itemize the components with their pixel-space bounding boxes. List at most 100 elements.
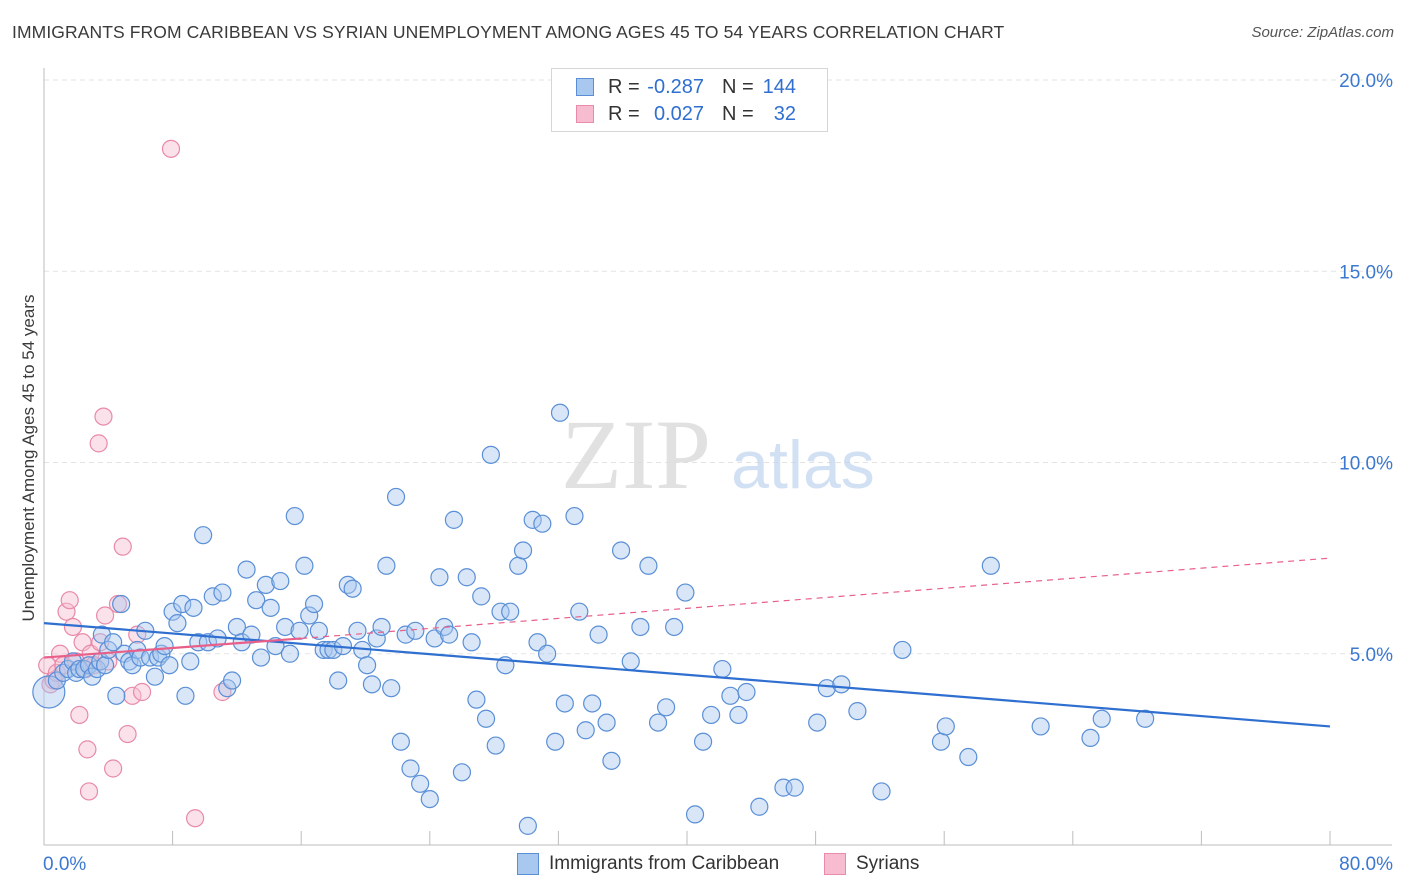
caribbean-point — [145, 667, 165, 686]
caribbean-point — [893, 640, 912, 660]
caribbean-point — [285, 506, 304, 526]
x-tick-label: 80.0% — [1339, 854, 1393, 875]
caribbean-point — [107, 686, 126, 705]
syrians-trend-line — [43, 637, 302, 659]
n-label: N = — [722, 102, 754, 125]
caribbean-point — [737, 682, 756, 702]
y-tick-label: 10.0% — [1339, 454, 1393, 475]
syrians-point — [104, 759, 123, 778]
caribbean-point — [452, 763, 472, 782]
caribbean-point — [343, 579, 362, 598]
caribbean-point — [309, 621, 328, 640]
caribbean-point — [290, 621, 309, 640]
syrians-swatch — [576, 105, 594, 123]
caribbean-point — [555, 694, 574, 713]
caribbean-point — [785, 778, 804, 797]
caribbean-point — [621, 652, 640, 671]
caribbean-point — [665, 617, 684, 637]
n-value-syrians: 32 — [773, 102, 796, 125]
caribbean-point — [95, 656, 115, 675]
y-tick-label: 20.0% — [1339, 71, 1393, 92]
syrians-point — [94, 407, 113, 426]
caribbean-point — [420, 789, 439, 809]
tick-labels: 5.0% 10.0% 15.0% 20.0% 0.0% 80.0% — [43, 71, 1393, 875]
caribbean-point — [476, 709, 496, 728]
caribbean-point — [367, 629, 386, 648]
syrians-point — [60, 591, 79, 610]
caribbean-swatch — [576, 78, 594, 96]
caribbean-point — [391, 732, 410, 751]
r-value-syrians: 0.027 — [653, 102, 704, 125]
caribbean-point — [176, 686, 195, 705]
syrians-point — [70, 705, 89, 725]
caribbean-point — [462, 633, 481, 652]
caribbean-point — [481, 445, 500, 464]
syrians-point — [118, 724, 137, 744]
caribbean-point — [639, 556, 658, 575]
caribbean-point — [295, 556, 314, 575]
caribbean-point — [406, 621, 425, 640]
caribbean-point — [247, 591, 266, 610]
caribbean-point — [713, 659, 732, 679]
source-label: Source: ZipAtlas.com — [1251, 24, 1394, 41]
chart-title: IMMIGRANTS FROM CARIBBEAN VS SYRIAN UNEM… — [12, 22, 1005, 42]
caribbean-point — [280, 644, 300, 663]
caribbean-point — [372, 617, 391, 637]
x-tick-label: 0.0% — [43, 854, 86, 875]
caribbean-point — [222, 671, 242, 690]
caribbean-point — [518, 816, 537, 835]
syrians-point — [123, 686, 142, 705]
caribbean-point — [509, 556, 528, 575]
caribbean-point — [173, 594, 192, 614]
caribbean-point — [602, 751, 621, 770]
caribbean-point — [936, 717, 955, 736]
caribbean-point — [832, 675, 851, 694]
caribbean-trend-line — [43, 622, 1331, 728]
caribbean-point — [358, 656, 377, 675]
caribbean-point — [808, 713, 827, 732]
caribbean-point — [276, 617, 295, 637]
caribbean-point — [570, 602, 589, 621]
syrians-trend-extension — [301, 557, 1331, 640]
n-label: N = — [722, 75, 754, 98]
caribbean-point — [648, 713, 668, 732]
caribbean-points — [32, 403, 1155, 835]
syrians-points — [38, 139, 232, 828]
y-tick-label: 15.0% — [1339, 262, 1393, 283]
caribbean-point — [872, 782, 891, 801]
caribbean-point — [401, 759, 420, 778]
watermark: ZIP atlas — [561, 399, 875, 510]
caribbean-point — [411, 774, 430, 793]
syrians-point — [113, 537, 132, 556]
caribbean-point — [163, 602, 182, 621]
watermark-atlas: atlas — [731, 427, 875, 503]
caribbean-point — [430, 568, 449, 587]
caribbean-point — [533, 514, 552, 533]
syrians-point — [57, 602, 76, 621]
syrians-point — [78, 740, 97, 759]
caribbean-point — [685, 805, 705, 824]
caribbean-point — [693, 732, 713, 751]
caribbean-point — [181, 652, 200, 671]
caribbean-point — [817, 679, 836, 698]
caribbean-point — [256, 575, 275, 595]
caribbean-point — [583, 694, 602, 713]
syrians-point — [89, 434, 108, 453]
caribbean-point — [513, 541, 533, 560]
bottom-legend-caribbean: Immigrants from Caribbean — [517, 852, 779, 876]
caribbean-point — [131, 648, 150, 667]
caribbean-point — [702, 705, 721, 725]
caribbean-point — [848, 702, 867, 721]
caribbean-point — [237, 560, 256, 579]
caribbean-point — [348, 621, 367, 640]
syrians-point — [79, 782, 99, 801]
caribbean-point — [491, 602, 510, 621]
caribbean-legend-swatch — [517, 853, 539, 875]
caribbean-legend-label: Immigrants from Caribbean — [549, 853, 780, 874]
syrians-legend-swatch — [824, 853, 846, 875]
caribbean-point — [168, 614, 187, 633]
caribbean-point — [546, 732, 565, 751]
caribbean-point — [611, 541, 631, 560]
syrians-point — [161, 139, 181, 158]
